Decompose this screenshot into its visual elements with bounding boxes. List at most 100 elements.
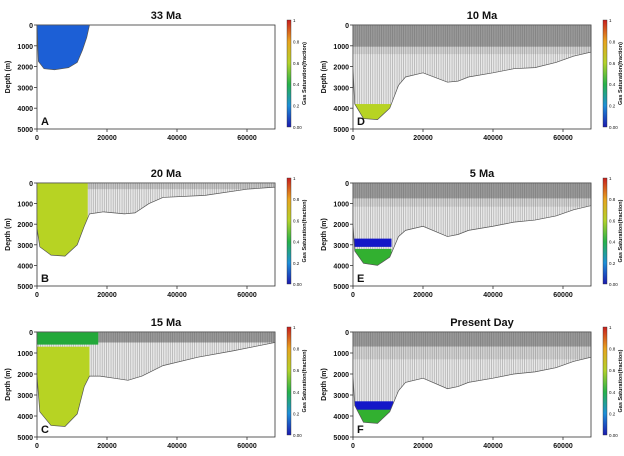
y-tick-label: 3000 <box>17 393 33 400</box>
colorbar-tick-label: 0.6 <box>609 218 616 223</box>
colorbar-tick-label: 0.8 <box>609 347 616 352</box>
colorbar-tick-label: 0.8 <box>293 197 300 202</box>
y-tick-label: 3000 <box>17 243 33 250</box>
y-tick-label: 4000 <box>333 106 349 113</box>
colorbar-tick-label: 0.00 <box>609 125 618 130</box>
gas-saturation-zone <box>353 401 394 410</box>
colorbar-label: Gas Saturation(fraction) <box>618 42 624 105</box>
colorbar <box>602 326 608 436</box>
colorbar <box>602 177 608 285</box>
panel-letter: F <box>357 424 364 436</box>
panel-letter: E <box>357 273 364 285</box>
panel-letter: D <box>357 116 365 128</box>
colorbar-label: Gas Saturation(fraction) <box>302 199 308 262</box>
colorbar <box>286 326 292 436</box>
colorbar-tick-label: 0.4 <box>293 82 300 87</box>
x-tick-label: 0 <box>35 135 39 142</box>
y-tick-label: 0 <box>345 23 349 30</box>
y-tick-label: 1000 <box>333 202 349 209</box>
gas-saturation-zone <box>353 238 392 247</box>
y-tick-label: 4000 <box>333 263 349 270</box>
colorbar-tick-label: 0.8 <box>293 347 300 352</box>
y-tick-label: 4000 <box>17 106 33 113</box>
x-tick-label: 20000 <box>97 135 117 142</box>
panel-title: 33 Ma <box>151 10 182 22</box>
y-tick-label: 0 <box>345 330 349 337</box>
colorbar-tick-label: 0.6 <box>293 218 300 223</box>
basin-outline <box>352 24 592 121</box>
x-tick-label: 20000 <box>413 135 433 142</box>
colorbar-tick-label: 0.6 <box>609 61 616 66</box>
basin-outline <box>36 182 276 257</box>
y-tick-label: 5000 <box>333 435 349 442</box>
y-tick-label: 2000 <box>333 222 349 229</box>
panel-title: 15 Ma <box>151 317 182 329</box>
y-tick-label: 2000 <box>333 65 349 72</box>
y-tick-label: 1000 <box>17 44 33 51</box>
colorbar-tick-label: 0.6 <box>293 61 300 66</box>
x-tick-label: 60000 <box>237 135 257 142</box>
x-tick-label: 40000 <box>483 135 503 142</box>
colorbar <box>286 19 292 128</box>
colorbar-tick-label: 0.2 <box>293 411 300 416</box>
y-tick-label: 3000 <box>17 85 33 92</box>
colorbar-label: Gas Saturation(fraction) <box>302 42 308 105</box>
x-tick-label: 60000 <box>237 292 257 299</box>
y-tick-label: 2000 <box>17 372 33 379</box>
colorbar-tick-label: 1 <box>293 325 296 330</box>
colorbar-tick-label: 0.4 <box>293 240 300 245</box>
x-tick-label: 20000 <box>97 292 117 299</box>
colorbar-label: Gas Saturation(fraction) <box>618 199 624 262</box>
colorbar-tick-label: 0.2 <box>293 104 300 109</box>
basin-outline <box>352 331 592 424</box>
y-tick-label: 3000 <box>333 393 349 400</box>
x-tick-label: 0 <box>351 292 355 299</box>
colorbar-tick-label: 0.4 <box>609 82 616 87</box>
y-tick-label: 2000 <box>17 65 33 72</box>
colorbar-tick-label: 0.2 <box>293 261 300 266</box>
y-tick-label: 2000 <box>17 222 33 229</box>
x-tick-label: 40000 <box>167 135 187 142</box>
y-axis-label: Depth (m) <box>321 218 328 251</box>
colorbar <box>602 19 608 128</box>
y-tick-label: 5000 <box>17 284 33 291</box>
y-tick-label: 4000 <box>17 414 33 421</box>
y-tick-label: 5000 <box>333 284 349 291</box>
colorbar-tick-label: 0.4 <box>609 240 616 245</box>
panel-title: 20 Ma <box>151 168 182 180</box>
basin-outline <box>352 182 592 266</box>
y-tick-label: 2000 <box>333 372 349 379</box>
x-tick-label: 60000 <box>553 135 573 142</box>
x-tick-label: 40000 <box>167 292 187 299</box>
panel-title: 10 Ma <box>467 10 498 22</box>
x-tick-label: 0 <box>35 292 39 299</box>
panel-title: Present Day <box>450 317 514 329</box>
panel-letter: A <box>41 116 49 128</box>
x-tick-label: 60000 <box>553 292 573 299</box>
y-tick-label: 1000 <box>333 351 349 358</box>
colorbar-tick-label: 0.2 <box>609 411 616 416</box>
colorbar-tick-label: 1 <box>293 18 296 23</box>
x-tick-label: 0 <box>351 443 355 450</box>
colorbar-tick-label: 0.4 <box>293 390 300 395</box>
x-tick-label: 0 <box>35 443 39 450</box>
y-tick-label: 1000 <box>17 351 33 358</box>
colorbar <box>286 177 292 285</box>
x-tick-label: 20000 <box>97 443 117 450</box>
y-tick-label: 5000 <box>17 127 33 134</box>
colorbar-tick-label: 0.00 <box>293 282 302 287</box>
x-tick-label: 20000 <box>413 292 433 299</box>
colorbar-tick-label: 0.00 <box>609 433 618 438</box>
y-tick-label: 5000 <box>333 127 349 134</box>
basin-outline <box>36 24 90 71</box>
colorbar-tick-label: 0.4 <box>609 390 616 395</box>
y-axis-label: Depth (m) <box>5 218 12 251</box>
y-axis-label: Depth (m) <box>5 61 12 94</box>
x-tick-label: 40000 <box>483 443 503 450</box>
gas-saturation-zone <box>353 248 392 266</box>
